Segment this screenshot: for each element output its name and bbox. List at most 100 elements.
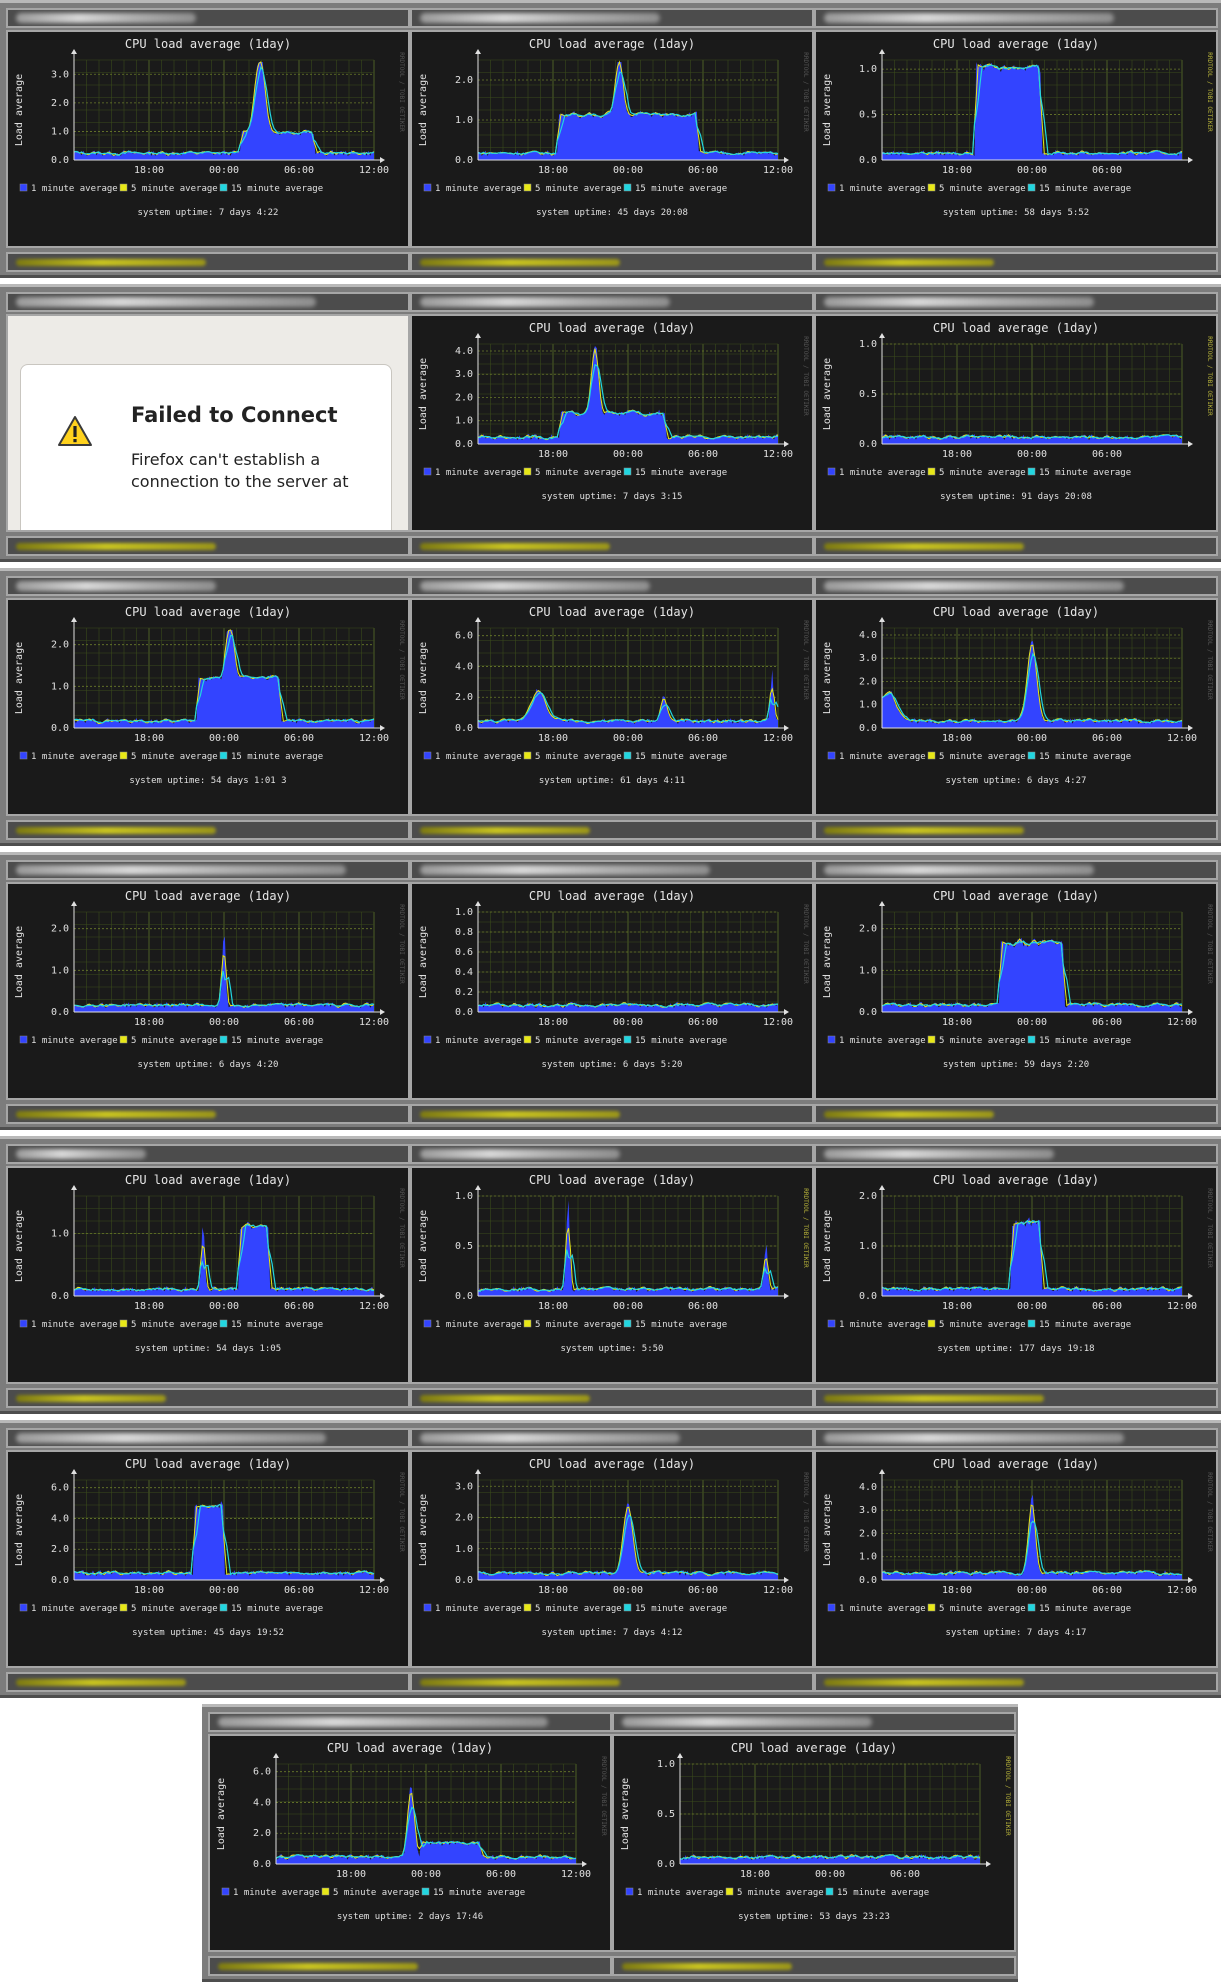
chart-title: CPU load average (1day) — [529, 605, 695, 619]
hostname-bar[interactable] — [612, 1712, 1016, 1732]
footer-link-bar[interactable] — [814, 1104, 1218, 1124]
graph-frame[interactable]: CPU load average (1day) Load average RRDTO… — [410, 314, 814, 532]
graph-frame[interactable]: CPU load average (1day) Load average RRDTO… — [410, 598, 814, 816]
failed-to-connect-frame: Failed to Connect Firefox can't establish… — [6, 314, 410, 532]
x-tick-label: 18:00 — [942, 1017, 972, 1028]
hostname-bar[interactable] — [814, 1428, 1218, 1448]
footer-link-bar[interactable] — [410, 536, 814, 556]
y-tick-label: 4.0 — [859, 630, 877, 641]
footer-link-bar[interactable] — [814, 252, 1218, 272]
hostname-bar[interactable] — [410, 1428, 814, 1448]
footer-link-bar[interactable] — [6, 820, 410, 840]
x-tick-label: 12:00 — [763, 1585, 793, 1596]
host-panel: CPU load average (1day) Load average RRDTO… — [208, 1712, 612, 1982]
y-tick-label: 4.0 — [455, 346, 473, 357]
y-tick-label: 4.0 — [253, 1797, 271, 1808]
x-tick-label: 12:00 — [359, 1585, 389, 1596]
graph-frame[interactable]: CPU load average (1day) Load average RRDTO… — [6, 598, 410, 816]
graph-frame[interactable]: CPU load average (1day) Load average RRDTO… — [814, 598, 1218, 816]
hostname-bar[interactable] — [814, 8, 1218, 28]
hostname-bar[interactable] — [6, 1144, 410, 1164]
footer-link-bar[interactable] — [410, 820, 814, 840]
hostname-bar[interactable] — [410, 1144, 814, 1164]
graph-frame[interactable]: CPU load average (1day) Load average RRDTO… — [208, 1734, 612, 1952]
footer-link-bar[interactable] — [814, 1388, 1218, 1408]
hostname-bar[interactable] — [6, 576, 410, 596]
chart-title: CPU load average (1day) — [125, 37, 291, 51]
graph-frame[interactable]: CPU load average (1day) Load average RRDTO… — [6, 30, 410, 248]
footer-link-bar[interactable] — [814, 820, 1218, 840]
footer-link-bar[interactable] — [6, 1672, 410, 1692]
redacted-hostname — [16, 865, 346, 875]
graph-frame[interactable]: CPU load average (1day) Load average RRDTO… — [410, 1166, 814, 1384]
footer-link-bar[interactable] — [612, 1956, 1016, 1976]
x-tick-label: 06:00 — [486, 1869, 516, 1880]
hostname-bar[interactable] — [6, 292, 410, 312]
graph-frame[interactable]: CPU load average (1day) Load average RRDTO… — [814, 1450, 1218, 1668]
rrdtool-credit: RRDTOOL / TOBI OETIKER — [1004, 1756, 1011, 1836]
hostname-bar[interactable] — [410, 8, 814, 28]
graph-frame[interactable]: CPU load average (1day) Load average RRDTO… — [612, 1734, 1016, 1952]
svg-text:15 minute average: 15 minute average — [1039, 1320, 1131, 1330]
graph-frame[interactable]: CPU load average (1day) Load average RRDTO… — [6, 1450, 410, 1668]
graph-frame[interactable]: CPU load average (1day) Load average RRDTO… — [410, 1450, 814, 1668]
graph-frame[interactable]: CPU load average (1day) Load average RRDTO… — [814, 314, 1218, 532]
graph-frame[interactable]: CPU load average (1day) Load average RRDTO… — [410, 882, 814, 1100]
graph-frame[interactable]: CPU load average (1day) Load average RRDTO… — [814, 1166, 1218, 1384]
legend-item: 1 minute average — [221, 1887, 320, 1898]
hostname-bar[interactable] — [6, 8, 410, 28]
footer-link-bar[interactable] — [410, 1104, 814, 1124]
footer-link-bar[interactable] — [6, 1388, 410, 1408]
hostname-bar[interactable] — [6, 860, 410, 880]
svg-text:5 minute average: 5 minute average — [131, 1036, 218, 1046]
hostname-bar[interactable] — [814, 860, 1218, 880]
y-tick-label: 2.0 — [51, 924, 69, 935]
y-tick-label: 0.0 — [859, 439, 877, 450]
hostname-bar[interactable] — [814, 292, 1218, 312]
series-1min-area — [882, 1494, 1182, 1580]
system-uptime: system uptime: 58 days 5:52 — [943, 208, 1089, 218]
legend-item: 1 minute average — [827, 467, 926, 478]
graph-frame[interactable]: CPU load average (1day) Load average RRDTO… — [410, 30, 814, 248]
graph-frame[interactable]: CPU load average (1day) Load average RRDTO… — [814, 882, 1218, 1100]
redacted-hostname — [16, 1433, 326, 1443]
legend-item: 15 minute average — [623, 1603, 727, 1614]
graph-frame[interactable]: CPU load average (1day) Load average RRDTO… — [814, 30, 1218, 248]
footer-link-bar[interactable] — [6, 536, 410, 556]
rrdtool-credit: RRDTOOL / TOBI OETIKER — [398, 1188, 405, 1268]
hostname-bar[interactable] — [410, 576, 814, 596]
legend-item: 15 minute average — [623, 1319, 727, 1330]
footer-link-bar[interactable] — [814, 1672, 1218, 1692]
redacted-link — [824, 1111, 994, 1118]
y-tick-label: 1.0 — [51, 965, 69, 976]
footer-link-bar[interactable] — [6, 252, 410, 272]
host-panel: CPU load average (1day) Load average RRDTO… — [612, 1712, 1016, 1982]
hostname-bar[interactable] — [410, 292, 814, 312]
hostname-bar[interactable] — [208, 1712, 612, 1732]
footer-link-bar[interactable] — [410, 252, 814, 272]
y-tick-label: 1.0 — [51, 1229, 69, 1240]
hostname-bar[interactable] — [410, 860, 814, 880]
legend-item: 5 minute average — [927, 183, 1026, 194]
footer-link-bar[interactable] — [410, 1672, 814, 1692]
footer-link-bar[interactable] — [814, 536, 1218, 556]
graph-frame[interactable]: CPU load average (1day) Load average RRDTO… — [6, 882, 410, 1100]
y-tick-label: 0.5 — [657, 1809, 675, 1820]
legend-item: 15 minute average — [1027, 183, 1131, 194]
hostname-bar[interactable] — [814, 576, 1218, 596]
y-tick-label: 0.0 — [455, 155, 473, 166]
y-tick-label: 0.0 — [859, 1291, 877, 1302]
host-panel: CPU load average (1day) Load average RRDTO… — [6, 860, 410, 1130]
redacted-hostname — [218, 1717, 548, 1727]
footer-link-bar[interactable] — [410, 1388, 814, 1408]
y-axis-label: Load average — [822, 642, 833, 714]
svg-text:1 minute average: 1 minute average — [31, 1036, 118, 1046]
footer-link-bar[interactable] — [6, 1104, 410, 1124]
hostname-bar[interactable] — [6, 1428, 410, 1448]
y-tick-label: 6.0 — [253, 1767, 271, 1778]
y-tick-label: 1.0 — [455, 115, 473, 126]
graph-frame[interactable]: CPU load average (1day) Load average RRDTO… — [6, 1166, 410, 1384]
footer-link-bar[interactable] — [208, 1956, 612, 1976]
cpu-load-chart: CPU load average (1day) Load average RRDTO… — [14, 1173, 405, 1354]
hostname-bar[interactable] — [814, 1144, 1218, 1164]
